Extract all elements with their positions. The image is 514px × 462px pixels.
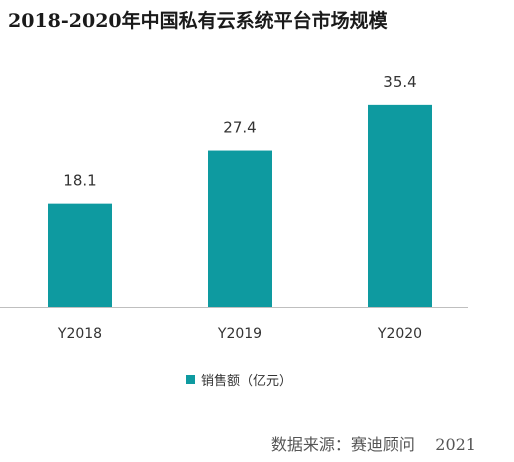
x-tick-label-y2019: Y2019 (217, 326, 262, 342)
x-tick-label-y2020: Y2020 (377, 326, 422, 342)
legend-swatch (186, 374, 195, 384)
data-label-y2018: 18.1 (63, 172, 96, 190)
source-note: 数据来源：赛迪顾问 2021 (270, 435, 476, 454)
chart-title: 2018-2020年中国私有云系统平台市场规模 (8, 10, 388, 32)
bar-y2019 (208, 150, 272, 307)
bar-y2018 (48, 203, 112, 307)
legend-label: 销售额（亿元） (201, 373, 293, 389)
data-label-y2020: 35.4 (383, 73, 416, 91)
legend: 销售额（亿元） (186, 370, 293, 389)
bar-y2020 (368, 104, 432, 307)
x-tick-label-y2018: Y2018 (57, 326, 102, 342)
data-label-y2019: 27.4 (223, 119, 256, 137)
